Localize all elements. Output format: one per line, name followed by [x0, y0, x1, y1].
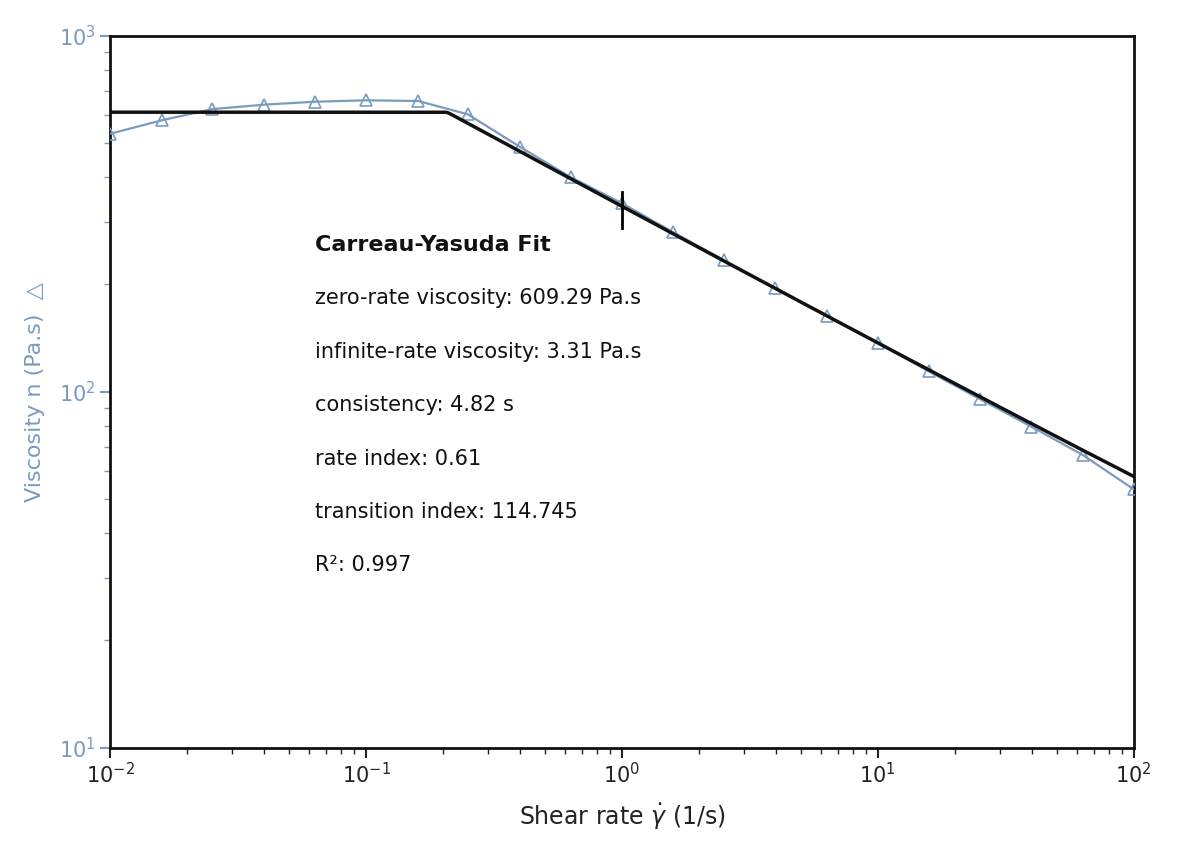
Y-axis label: Viscosity n (Pa.s)  △: Viscosity n (Pa.s) △: [25, 282, 45, 501]
Text: transition index: 114.745: transition index: 114.745: [315, 502, 578, 522]
Text: infinite-rate viscosity: 3.31 Pa.s: infinite-rate viscosity: 3.31 Pa.s: [315, 342, 641, 362]
Text: consistency: 4.82 s: consistency: 4.82 s: [315, 395, 514, 415]
Text: zero-rate viscosity: 609.29 Pa.s: zero-rate viscosity: 609.29 Pa.s: [315, 288, 641, 309]
Text: R²: 0.997: R²: 0.997: [315, 555, 411, 575]
Text: Carreau-Yasuda Fit: Carreau-Yasuda Fit: [315, 235, 551, 255]
Text: rate index: 0.61: rate index: 0.61: [315, 448, 481, 469]
X-axis label: Shear rate $\dot{\gamma}$ (1/s): Shear rate $\dot{\gamma}$ (1/s): [519, 801, 725, 832]
